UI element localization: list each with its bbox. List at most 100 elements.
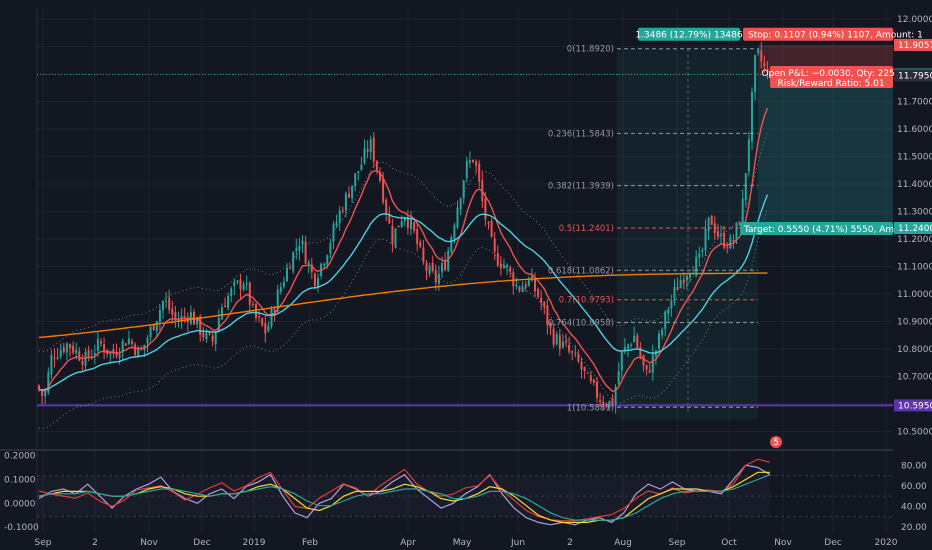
candle-body xyxy=(527,278,530,286)
osc-left-tick: 0.1000 xyxy=(4,475,36,485)
candle-body xyxy=(127,338,130,344)
price-tick-label: 10.5000 xyxy=(897,428,932,438)
candle-body xyxy=(592,379,595,383)
candle-body xyxy=(62,347,65,352)
candle-body xyxy=(72,345,75,353)
candle-body xyxy=(261,318,264,326)
candle-body xyxy=(437,273,440,284)
candle-body xyxy=(282,282,285,287)
osc-right-tick: 40.00 xyxy=(901,502,927,512)
candle-body xyxy=(580,361,583,370)
candle-body xyxy=(276,289,279,312)
candle-body xyxy=(422,247,425,262)
candle-body xyxy=(512,272,515,287)
candle-body xyxy=(360,164,363,170)
candle-body xyxy=(608,400,611,408)
candle-body xyxy=(149,326,152,338)
candle-body xyxy=(379,172,381,181)
price-tick-label: 10.9000 xyxy=(897,318,932,328)
candle-body xyxy=(363,148,366,163)
candle-body xyxy=(103,344,106,352)
candle-body xyxy=(214,332,217,345)
candle-body xyxy=(394,228,397,247)
candle-body xyxy=(521,287,524,293)
candle-body xyxy=(121,340,124,353)
candle-body xyxy=(152,324,155,331)
candle-body xyxy=(248,282,251,305)
candle-body xyxy=(428,265,431,274)
candle-body xyxy=(630,344,633,346)
time-tick-label: Sep xyxy=(669,538,686,548)
candle-body xyxy=(419,241,422,247)
candle-body xyxy=(298,245,301,251)
annotations: 1.3486 (12.79%) 13486 Stop: 0.1107 (0.94%… xyxy=(635,27,923,448)
candle-body xyxy=(620,352,623,371)
time-axis[interactable]: Sep 2 Nov Dec 2019 Feb Apr May Jun 2 Aug Sep Oct Nov D… xyxy=(35,538,898,548)
candle-body xyxy=(658,333,660,349)
candle-body xyxy=(558,335,561,349)
time-tick-label: Jun xyxy=(510,538,525,548)
candle-body xyxy=(425,263,428,272)
candle-body xyxy=(199,316,202,335)
candle-body xyxy=(577,353,580,362)
time-tick-label: Dec xyxy=(824,538,841,548)
candle-body xyxy=(295,248,298,252)
candle-body xyxy=(716,230,719,237)
candle-body xyxy=(444,261,447,271)
fib-level-label: 0.5(11.2401) xyxy=(559,224,614,234)
candle-body xyxy=(741,198,744,227)
candle-body xyxy=(317,278,319,288)
candle-body xyxy=(286,267,288,282)
candle-body xyxy=(518,286,521,291)
candle-body xyxy=(211,335,214,342)
time-tick-label: May xyxy=(453,538,472,548)
candle-body xyxy=(273,309,276,313)
candle-body xyxy=(713,223,716,233)
time-tick-label: Feb xyxy=(302,538,318,548)
candle-body xyxy=(723,233,726,248)
candle-body xyxy=(732,239,735,242)
time-tick-label: 2020 xyxy=(875,538,898,548)
candle-body xyxy=(614,386,617,405)
time-tick-label: Dec xyxy=(193,538,210,548)
candle-body xyxy=(596,382,598,398)
candle-body xyxy=(729,237,732,249)
candle-body xyxy=(375,161,378,170)
candle-body xyxy=(264,323,267,334)
time-tick-label: Oct xyxy=(721,538,737,548)
candle-body xyxy=(245,282,248,284)
price-tag-label: 10.5950 xyxy=(898,401,932,411)
candle-body xyxy=(382,177,385,203)
moving-averages xyxy=(38,107,769,393)
candle-body xyxy=(571,351,574,353)
candle-body xyxy=(171,308,174,315)
time-tick-label: 2019 xyxy=(243,538,266,548)
candle-body xyxy=(701,249,704,252)
candle-body xyxy=(503,265,505,268)
time-tick-label: Apr xyxy=(400,538,416,548)
price-axis[interactable]: 12.000011.900011.800011.700011.600011.50… xyxy=(894,15,932,438)
candle-body xyxy=(140,349,143,351)
candle-body xyxy=(208,331,211,335)
oscillator-pane: 0.2000 0.1000 0.0000 -0.1000 80.00 60.00 40.00… xyxy=(4,452,927,534)
candle-body xyxy=(196,317,199,325)
candle-body xyxy=(220,306,223,320)
candle-body xyxy=(81,360,84,365)
candle-body xyxy=(406,216,409,228)
candle-body xyxy=(726,247,729,249)
candle-body xyxy=(227,296,230,309)
candle-body xyxy=(561,341,564,348)
candle-body xyxy=(323,263,326,266)
candle-body xyxy=(664,311,667,329)
candles xyxy=(38,42,769,414)
candle-body xyxy=(162,301,164,311)
candle-body xyxy=(44,390,47,397)
candle-body xyxy=(348,193,350,198)
candle-body xyxy=(478,163,481,182)
candle-body xyxy=(118,354,121,358)
candle-body xyxy=(760,50,763,62)
candle-body xyxy=(354,173,357,187)
candle-body xyxy=(704,228,707,251)
